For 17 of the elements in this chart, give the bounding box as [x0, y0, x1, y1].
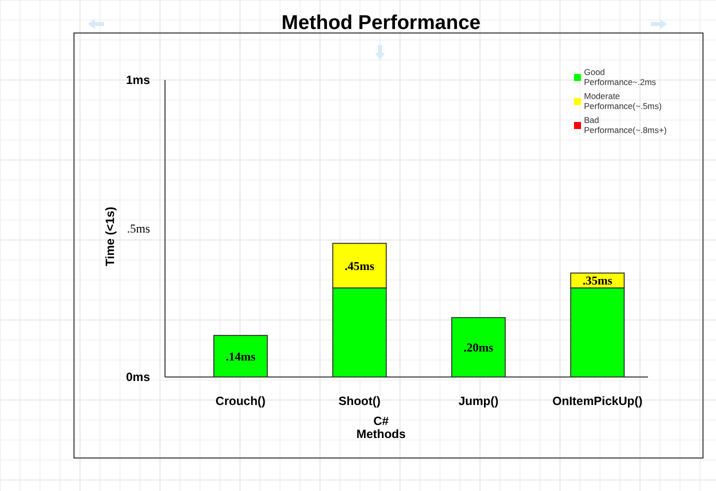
- total-label: .20ms: [464, 340, 494, 354]
- y-tick-label: 0ms: [126, 370, 150, 384]
- y-tick-label: .5ms: [126, 222, 150, 236]
- x-tick-label: Jump(): [458, 394, 498, 408]
- x-tick-label: Crouch(): [216, 394, 266, 408]
- chart-title: Method Performance: [282, 12, 480, 34]
- x-tick-label: Shoot(): [338, 394, 381, 408]
- total-label: .45ms: [344, 258, 375, 273]
- y-tick-label: 1ms: [126, 73, 150, 88]
- legend-label: Moderate Performance(~.5ms): [584, 91, 662, 111]
- y-axis-title: Time (<1s): [103, 206, 117, 266]
- legend-label: Good Performance~.2ms: [584, 67, 656, 87]
- x-axis-title: C# Methods: [356, 414, 406, 441]
- total-label: .14ms: [226, 349, 256, 364]
- x-tick-label: OnItemPickUp(): [552, 394, 642, 408]
- total-label: .35ms: [582, 274, 613, 288]
- legend-label: Bad Performance(~.8ms+): [584, 115, 667, 135]
